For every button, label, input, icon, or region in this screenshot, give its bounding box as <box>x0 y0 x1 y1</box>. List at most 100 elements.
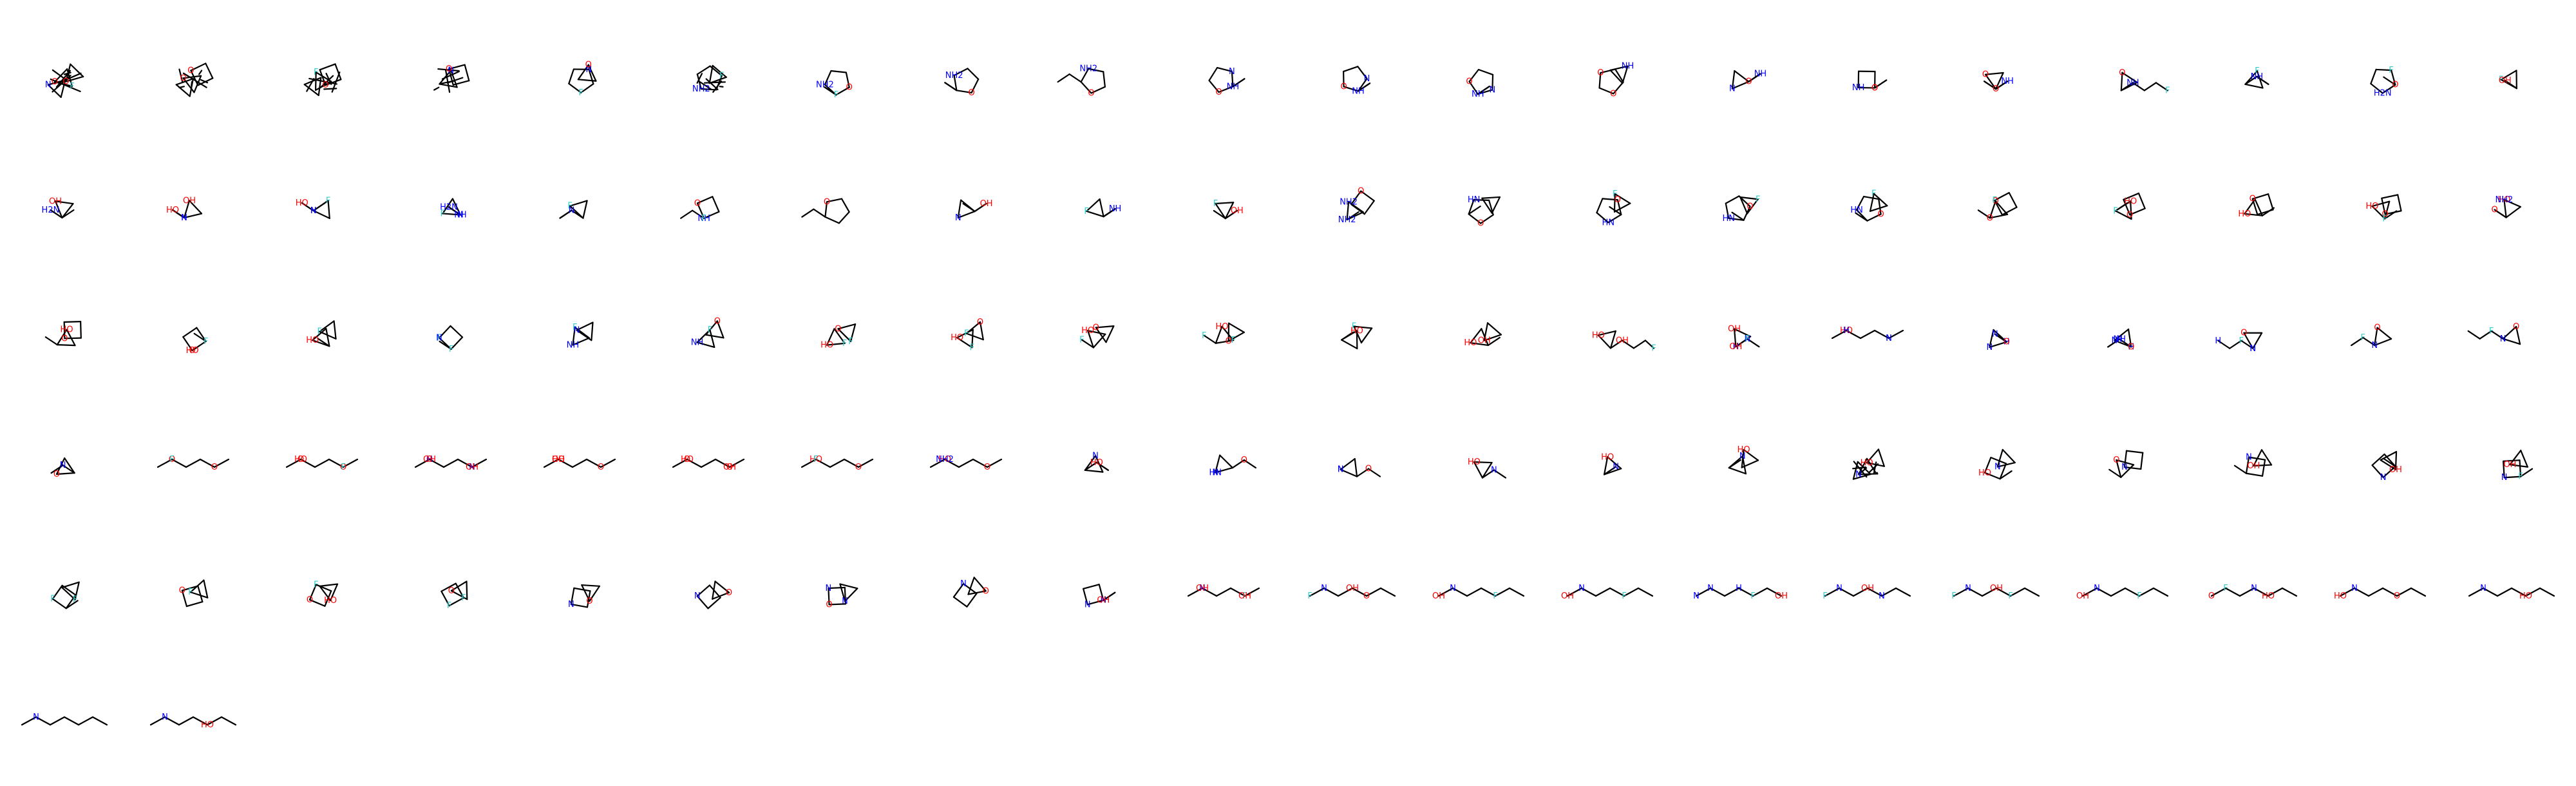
atom-label: F <box>1307 591 1312 601</box>
atom-label: NH2 <box>1338 215 1356 225</box>
atom-label: N <box>1338 465 1344 475</box>
atom-label: N <box>568 600 574 609</box>
atom-label: H <box>1736 584 1742 593</box>
atom-label: F <box>2113 206 2117 216</box>
molecule-structure: OFN <box>2460 283 2563 399</box>
atom-label: OH <box>1728 325 1741 334</box>
atom-label: H2N <box>2374 89 2392 99</box>
molecule-structure: HOF <box>270 283 374 399</box>
bond <box>813 209 825 217</box>
atom-label: HO <box>1090 458 1103 468</box>
atom-label: NH <box>691 338 704 347</box>
molecule-structure: OFO <box>1945 155 2048 271</box>
atom-label: N <box>1212 468 1218 477</box>
atom-label: OH <box>980 199 993 209</box>
molecule-structure: NHO <box>2460 541 2563 657</box>
atom-label: NH2 <box>936 455 954 465</box>
atom-label: F <box>169 455 174 465</box>
molecule-structure: HOF <box>1301 283 1404 399</box>
atom-label: N <box>842 597 848 606</box>
atom-label: N <box>457 210 464 220</box>
bond <box>591 323 592 341</box>
atom-label: F <box>449 345 453 354</box>
atom-label: F <box>1231 336 1235 345</box>
atom-label: F <box>813 455 818 465</box>
bond <box>204 580 207 598</box>
atom-label: O <box>968 88 974 98</box>
molecule-101: N <box>13 670 116 786</box>
atom-label: F <box>1756 195 1760 204</box>
atom-label: N <box>1987 343 1993 352</box>
atom-label: O <box>2513 322 2519 332</box>
bond <box>64 321 80 322</box>
bond <box>1596 198 1602 213</box>
molecule-structure: NHO <box>1687 412 1790 528</box>
atom-label: F <box>2239 336 2243 346</box>
bond <box>720 86 723 87</box>
atom-label: O <box>1610 89 1616 99</box>
bond <box>2371 70 2376 84</box>
bond <box>583 201 587 218</box>
atom-label: O <box>2003 338 2010 347</box>
atom-label: F <box>2382 215 2387 224</box>
atom-label: OH <box>2247 461 2260 471</box>
atom-label: H <box>310 206 317 216</box>
bond <box>1896 588 1910 596</box>
bond <box>578 79 596 81</box>
bond <box>2540 588 2554 596</box>
bond <box>1217 588 1231 596</box>
atom-label: HO <box>951 333 963 343</box>
bond <box>2003 450 2015 463</box>
atom-label: OH <box>723 463 736 472</box>
atom-label: O <box>1982 70 1989 80</box>
bond <box>701 459 715 467</box>
bond <box>64 717 79 725</box>
atom-label: O <box>586 597 592 606</box>
molecule-structure: HOO <box>2202 155 2306 271</box>
bond <box>681 211 692 218</box>
atom-label: NH2 <box>2496 195 2514 205</box>
atom-label: NH <box>1852 83 1865 93</box>
atom-label: F <box>204 337 208 347</box>
atom-label: O <box>1340 82 1347 91</box>
bond <box>1058 74 1070 82</box>
atom-label: HO <box>1468 457 1481 467</box>
atom-label: F <box>964 329 969 339</box>
bond <box>1877 473 1878 474</box>
atom-label: F <box>1750 591 1755 601</box>
atom-label: F <box>701 214 706 224</box>
molecule-structure: FO <box>270 26 374 142</box>
atom-label: O <box>826 600 832 609</box>
bond <box>825 217 838 224</box>
bond <box>64 73 71 75</box>
atom-label: H <box>1843 326 1850 336</box>
atom-label: HO <box>2238 209 2251 219</box>
